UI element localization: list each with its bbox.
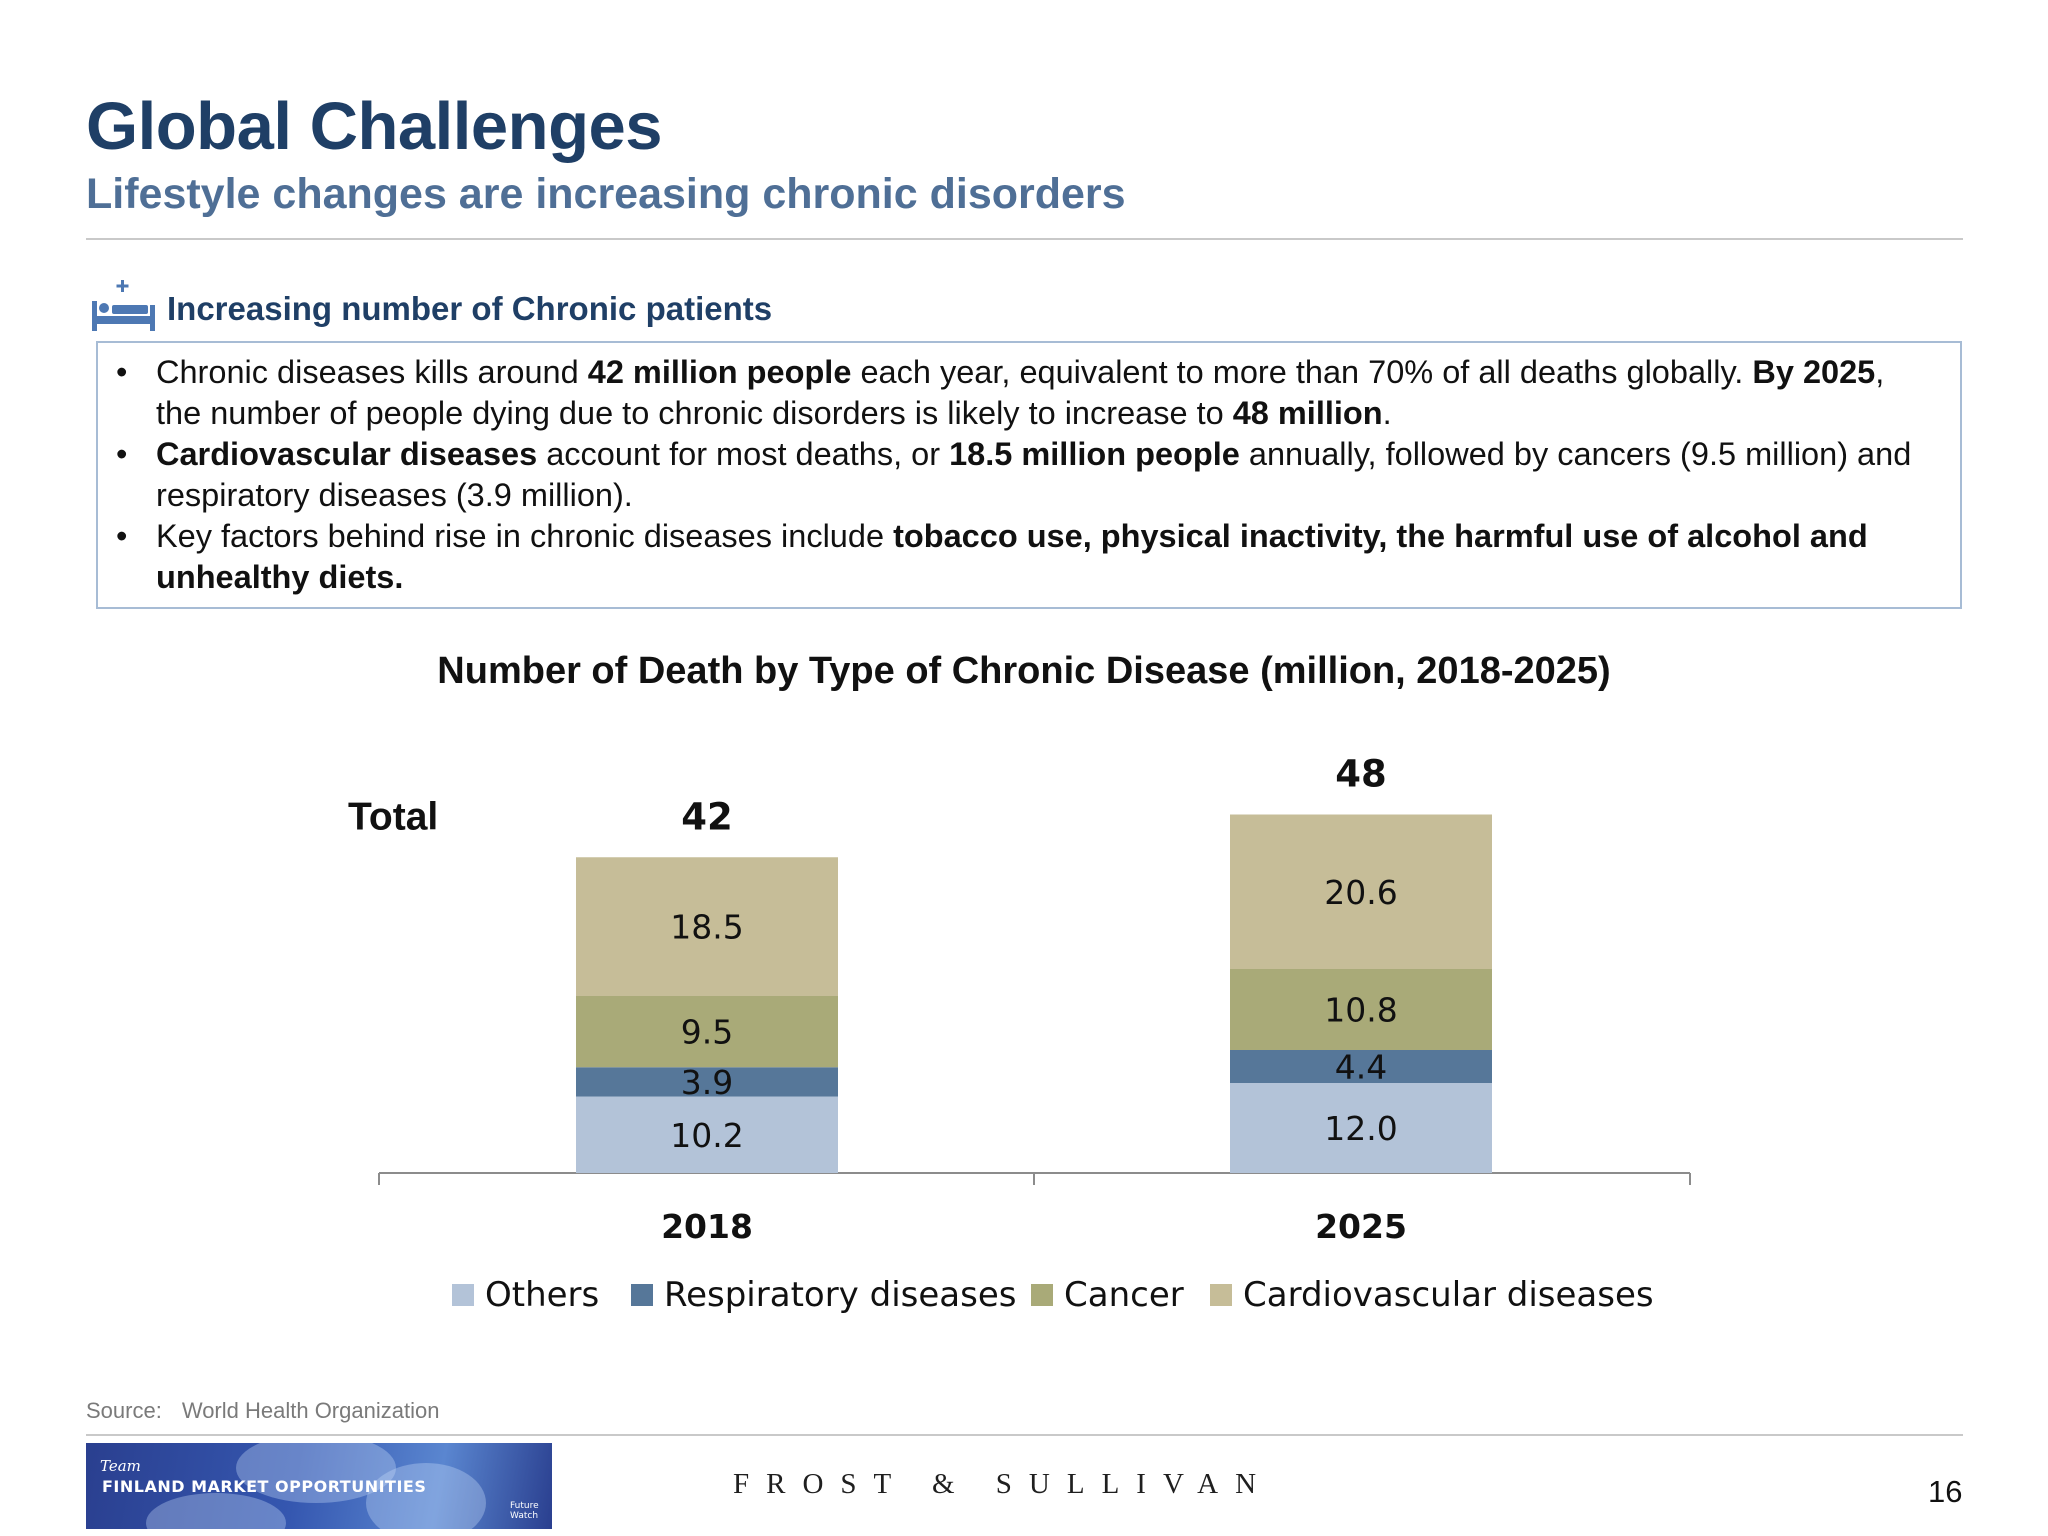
frost-sullivan-logo: FROST & SULLIVAN — [733, 1468, 1274, 1500]
data-label: 12.0 — [1324, 1109, 1397, 1148]
x-tick-label: 2025 — [1315, 1207, 1407, 1246]
total-label: 42 — [681, 795, 733, 838]
slide-title: Global Challenges — [86, 89, 663, 164]
legend-label: Cardiovascular diseases — [1243, 1275, 1654, 1315]
bar-segment — [1230, 1050, 1492, 1083]
legend-label: Cancer — [1064, 1275, 1184, 1315]
stacked-bar-chart: 10.2 3.9 9.5 18.5 42 2018 12.0 4.4 10.8 20.6 48 202… — [348, 753, 1691, 1315]
bar-segment — [576, 857, 838, 996]
legend-label: Others — [485, 1275, 599, 1315]
source-value: World Health Organization — [181, 1398, 440, 1423]
bullet-emphasis: By 2025 — [1752, 354, 1876, 390]
slide-subtitle: Lifestyle changes are increasing chronic… — [86, 170, 1126, 218]
bar-segment — [1230, 814, 1492, 969]
bar-segment — [576, 1067, 838, 1097]
banner-title: FINLAND MARKET OPPORTUNITIES — [102, 1477, 427, 1496]
data-label: 10.8 — [1324, 991, 1397, 1030]
data-label: 4.4 — [1335, 1048, 1387, 1087]
section-title: Increasing number of Chronic patients — [167, 290, 773, 327]
source-note: Source: World Health Organization — [86, 1398, 439, 1424]
bar-segment — [576, 996, 838, 1068]
bullet-emphasis: 18.5 million people — [949, 436, 1240, 472]
legend-swatch — [452, 1284, 474, 1306]
data-label: 3.9 — [681, 1063, 733, 1102]
bar-segment — [576, 1096, 838, 1173]
total-label: 48 — [1335, 753, 1387, 796]
data-label: 10.2 — [670, 1116, 743, 1155]
source-label: Source: — [86, 1398, 162, 1423]
data-label: 9.5 — [681, 1013, 733, 1052]
bullet-item: Key factors behind rise in chronic disea… — [116, 516, 1936, 598]
bar-segment — [1230, 1083, 1492, 1173]
bullet-emphasis: 48 million — [1232, 395, 1383, 431]
x-tick-label: 2018 — [661, 1207, 753, 1246]
page-number: 16 — [1928, 1474, 1963, 1509]
legend-swatch — [1031, 1284, 1053, 1306]
bullet-item: Chronic diseases kills around 42 million… — [116, 352, 1936, 434]
data-label: 20.6 — [1324, 873, 1397, 912]
banner-team: Team — [100, 1457, 141, 1475]
bullet-text: Chronic diseases kills around — [156, 354, 588, 390]
banner-tag: Future Watch — [510, 1501, 539, 1521]
bullet-text: account for most deaths, or — [537, 436, 950, 472]
chart-title: Number of Death by Type of Chronic Disea… — [437, 650, 1611, 692]
bullet-text: Key factors behind rise in chronic disea… — [156, 518, 894, 554]
key-facts-list: Chronic diseases kills around 42 million… — [116, 352, 1936, 598]
finland-market-opportunities-banner: Team FINLAND MARKET OPPORTUNITIES Future… — [86, 1443, 552, 1529]
bullet-text: . — [1382, 395, 1392, 431]
totals-row-label: Total — [348, 795, 438, 838]
bullet-emphasis: tobacco use, physical inactivity, the ha… — [156, 518, 1868, 595]
bullet-text: each year, equivalent to more than 70% o… — [851, 354, 1753, 390]
bullet-text: annually, followed by cancers (9.5 milli… — [156, 436, 1912, 513]
key-facts-box — [96, 341, 1962, 609]
legend-label: Respiratory diseases — [664, 1275, 1016, 1315]
footer-divider — [86, 1434, 1963, 1436]
data-label: 18.5 — [670, 908, 743, 947]
bullet-emphasis: Cardiovascular diseases — [156, 436, 538, 472]
legend-swatch — [631, 1284, 653, 1306]
legend-swatch — [1210, 1284, 1232, 1306]
hospital-bed-icon — [92, 280, 155, 331]
bullet-text: , the number of people dying due to chro… — [156, 354, 1885, 431]
header-divider — [86, 238, 1963, 240]
bar-segment — [1230, 969, 1492, 1050]
bullet-emphasis: 42 million people — [587, 354, 852, 390]
bullet-item: Cardiovascular diseases account for most… — [116, 434, 1936, 516]
